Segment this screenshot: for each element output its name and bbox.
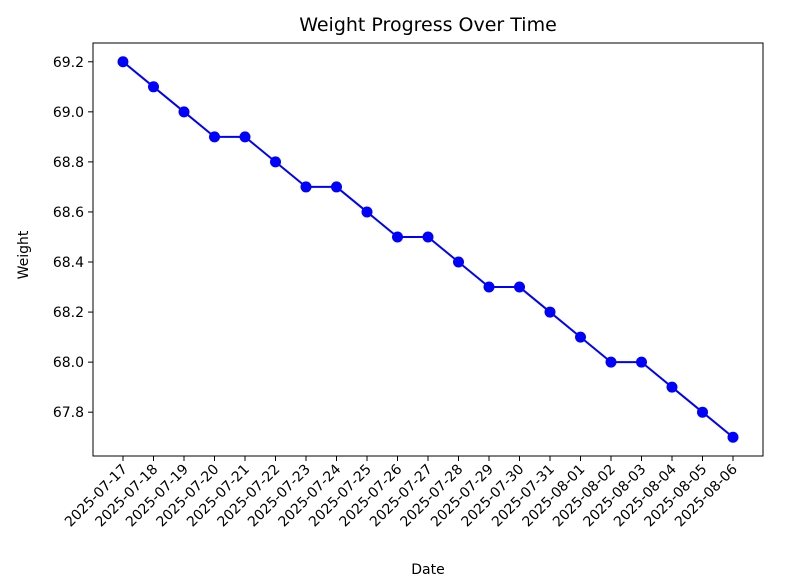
chart-title: Weight Progress Over Time bbox=[299, 14, 557, 36]
data-point bbox=[453, 256, 464, 268]
data-point bbox=[361, 206, 373, 218]
data-point bbox=[422, 231, 434, 243]
plot-series bbox=[117, 56, 739, 443]
y-tick-label: 68.0 bbox=[53, 355, 84, 371]
data-point bbox=[117, 56, 129, 68]
data-point bbox=[636, 356, 647, 368]
plot-frame bbox=[92, 42, 764, 457]
y-tick-label: 69.0 bbox=[53, 105, 84, 121]
y-tick-label: 67.8 bbox=[53, 405, 84, 421]
y-tick-label: 68.2 bbox=[53, 305, 84, 321]
data-point bbox=[514, 281, 525, 293]
data-point bbox=[697, 406, 708, 418]
data-point bbox=[727, 431, 739, 443]
data-point bbox=[605, 356, 617, 368]
data-point bbox=[331, 181, 342, 193]
y-tick-label: 68.6 bbox=[53, 205, 84, 221]
y-tick-label: 68.4 bbox=[53, 255, 84, 271]
data-point bbox=[300, 181, 312, 193]
y-tick-label: 69.2 bbox=[53, 55, 84, 71]
y-axis-label: Weight bbox=[16, 230, 32, 279]
y-axis-ticks: 67.8 68.0 68.2 68.4 68.6 68.8 69.0 69.2 bbox=[53, 55, 93, 421]
data-point bbox=[239, 131, 251, 143]
data-point bbox=[209, 131, 220, 143]
data-point bbox=[544, 306, 556, 318]
data-point bbox=[483, 281, 495, 293]
data-point bbox=[148, 81, 159, 93]
data-point bbox=[666, 381, 678, 393]
x-axis-label: Date bbox=[411, 562, 444, 578]
y-tick-label: 68.8 bbox=[53, 155, 84, 171]
data-point bbox=[178, 106, 190, 118]
weight-series-line bbox=[122, 60, 734, 439]
x-axis-ticks: 2025-07-172025-07-182025-07-192025-07-20… bbox=[62, 456, 741, 530]
data-point bbox=[270, 156, 281, 168]
data-point bbox=[392, 231, 403, 243]
data-point bbox=[575, 331, 586, 343]
